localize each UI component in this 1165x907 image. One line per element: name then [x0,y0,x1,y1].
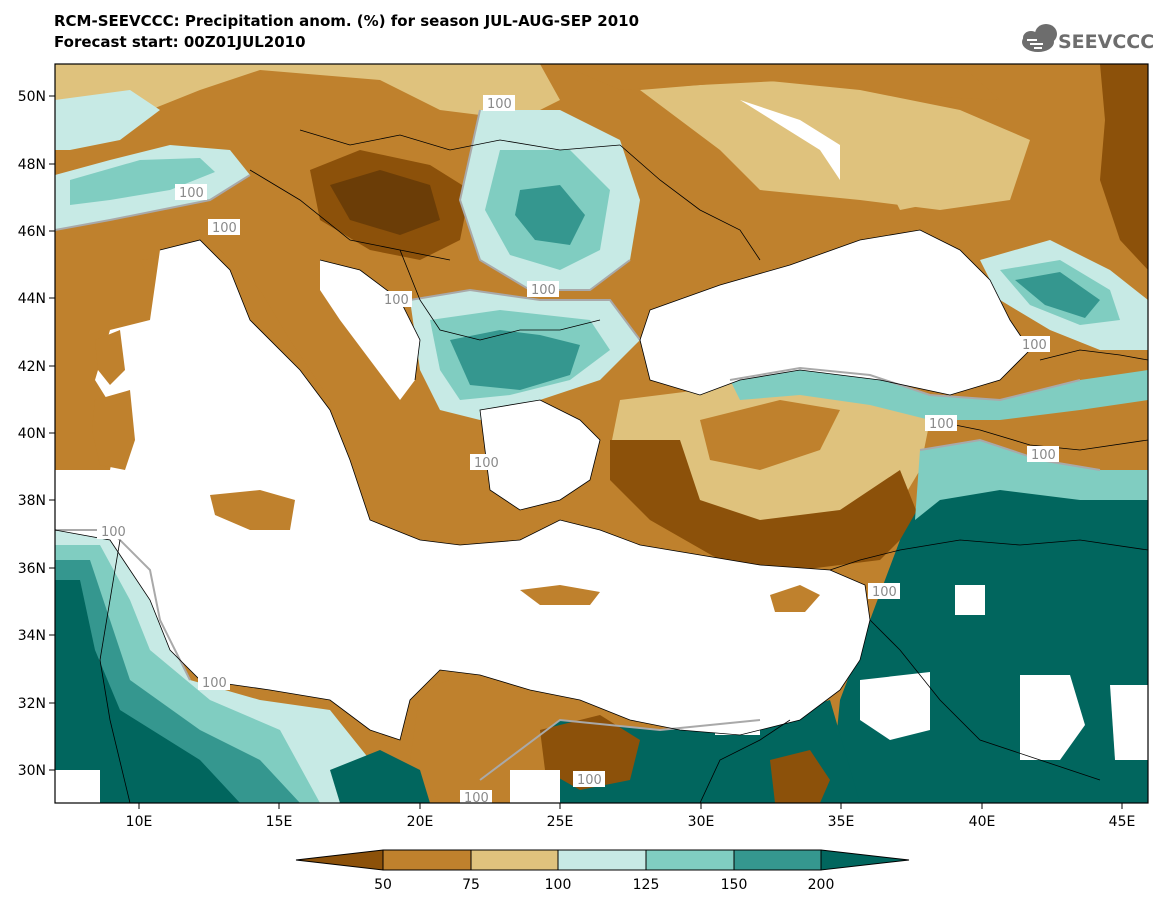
svg-text:100: 100 [212,221,237,236]
lat-label: 30N [18,763,46,779]
black-sea [640,230,1030,395]
svg-text:100: 100 [1031,448,1056,463]
field-150-200-area [515,185,585,245]
longitude-axis: 10E 15E 20E 25E 30E 35E 40E 45E [126,803,1136,830]
lat-label: 38N [18,493,46,509]
field-above-200-area [330,750,430,803]
colorbar: 50 75 100 125 150 200 [295,849,910,893]
colorbar-segment [470,849,559,871]
lat-label: 40N [18,426,46,442]
missing-data-patch [860,672,930,740]
lat-label: 34N [18,628,46,644]
colorbar-tick: 50 [374,877,392,893]
field-125-150-area [915,440,1148,520]
svg-text:100: 100 [1022,338,1047,353]
field-below-50-area [1100,64,1148,270]
svg-text:100: 100 [531,283,556,298]
contour-100-lines [55,109,1101,781]
field-150-200-area [1015,272,1100,318]
field-75-100-area [55,64,560,130]
field-above-200-area [55,580,240,803]
field-below-50-area [610,440,920,570]
lat-label: 32N [18,696,46,712]
colorbar-segment [820,849,910,871]
lat-label: 48N [18,157,46,173]
corsica [95,330,125,385]
map-title: RCM-SEEVCCC: Precipitation anom. (%) for… [54,12,639,30]
colorbar-segment [733,849,822,871]
field-below-50-area [540,715,640,790]
field-below-50-area [330,170,440,235]
lon-label: 15E [266,814,293,830]
mediterranean-sea [55,240,870,740]
colorbar-tick: 200 [808,877,835,893]
lon-label: 40E [969,814,996,830]
field-50-75-area [410,670,560,803]
svg-text:100: 100 [487,97,512,112]
lon-label: 35E [828,814,855,830]
lon-label: 20E [407,814,434,830]
svg-text:100: 100 [101,525,126,540]
field-100-125-area [55,90,160,150]
colorbar-segment [645,849,735,871]
lat-label: 42N [18,359,46,375]
lon-label: 25E [547,814,574,830]
field-125-150-area [730,368,1148,420]
colorbar-segment [295,849,384,871]
svg-text:100: 100 [929,417,954,432]
colorbar-segment [382,849,472,871]
field-50-75-area [560,64,1000,100]
aegean-sea [480,400,600,510]
svg-text:100: 100 [384,293,409,308]
colorbar-tick: 150 [721,877,748,893]
logo-text: SEEVCCC [1058,31,1154,53]
lat-label: 36N [18,561,46,577]
missing-data-patch [1110,685,1148,760]
field-below-50-area [770,750,830,803]
contour-labels: 100 100 100 100 100 100 100 100 100 100 … [97,95,1059,806]
svg-text:100: 100 [474,456,499,471]
lat-label: 50N [18,89,46,105]
lon-label: 30E [688,814,715,830]
missing-data-patch [1020,675,1085,760]
missing-data-patch [740,100,840,180]
field-75-100-area [880,150,960,210]
colorbar-tick: 100 [545,877,572,893]
missing-data-patch [715,715,760,735]
lon-label: 45E [1109,814,1136,830]
lat-label: 44N [18,291,46,307]
adriatic-sea [320,260,420,400]
colorbar-tick: 75 [462,877,480,893]
svg-text:100: 100 [872,585,897,600]
sicily [210,490,295,530]
missing-data-patch [510,770,560,803]
crete [520,585,600,605]
field-125-150-area [70,158,215,205]
colorbar-segment [557,849,647,871]
svg-text:100: 100 [202,676,227,691]
svg-text:100: 100 [179,186,204,201]
cloud-icon [1022,24,1057,52]
seevccc-logo: SEEVCCC [1022,24,1154,53]
lon-label: 10E [126,814,153,830]
colorbar-tick: 125 [633,877,660,893]
missing-data-patch [55,770,100,803]
svg-text:100: 100 [464,791,489,806]
missing-data-patch [955,585,985,615]
field-50-75-area [700,400,840,470]
cyprus [770,585,820,612]
sardinia [92,390,135,470]
latitude-axis: 50N 48N 46N 44N 42N 40N 38N 36N 34N 32N … [18,89,55,779]
forecast-start-label: Forecast start: 00Z01JUL2010 [54,33,306,51]
field-150-200-area [450,330,580,390]
map-field: 100 100 100 100 100 100 100 100 100 100 … [55,64,1148,806]
lat-label: 46N [18,224,46,240]
svg-text:100: 100 [577,773,602,788]
